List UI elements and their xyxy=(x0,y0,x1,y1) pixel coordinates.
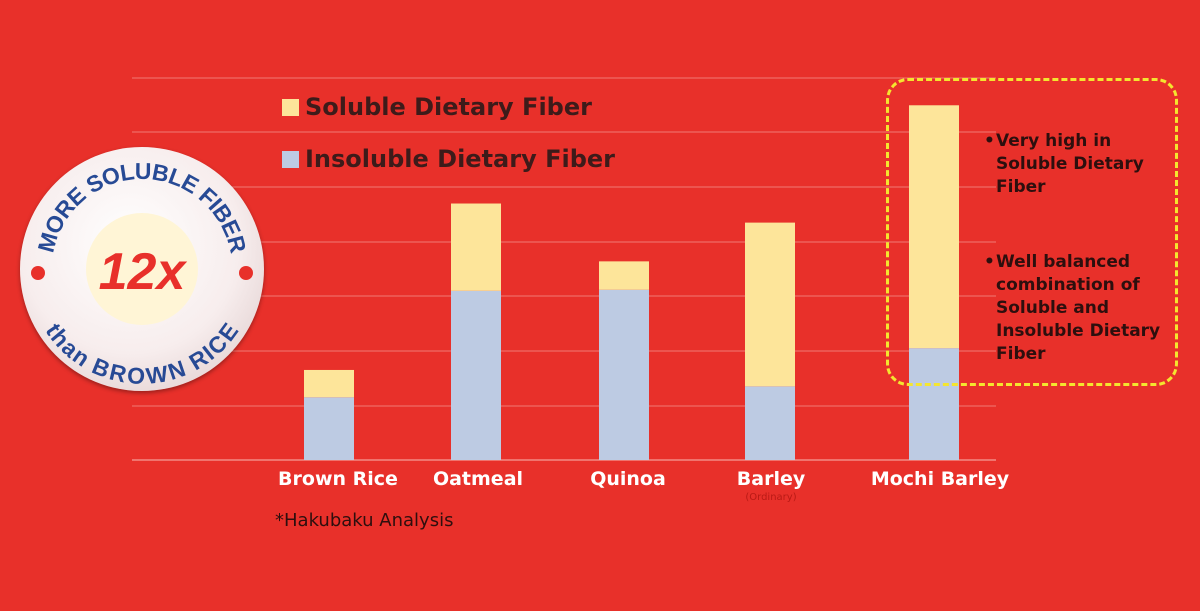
footnote: *Hakubaku Analysis xyxy=(275,510,454,531)
bar-insoluble-barley-ordinary xyxy=(745,386,795,460)
badge-bottom-text: than BROWN RICE xyxy=(41,318,243,389)
badge-graphic: MORE SOLUBLE FIBER than BROWN RICE 12x xyxy=(31,158,253,389)
x-tick-label-quinoa: Quinoa xyxy=(590,468,666,490)
fiber-comparison-badge: MORE SOLUBLE FIBER than BROWN RICE 12x xyxy=(20,147,264,391)
bar-insoluble-quinoa xyxy=(599,289,649,460)
mochi-barley-highlight-box xyxy=(886,78,1178,386)
legend-item-insoluble: Insoluble Dietary Fiber xyxy=(282,144,615,174)
bullet-icon: • xyxy=(984,252,995,272)
badge-multiplier: 12x xyxy=(99,243,188,301)
bar-soluble-mochi-barley xyxy=(909,105,959,349)
legend-swatch-soluble xyxy=(282,98,299,116)
x-tick-sublabel-barley: (Ordinary) xyxy=(745,492,797,503)
bar-soluble-barley-ordinary xyxy=(745,222,795,387)
x-tick-label-mochi-barley: Mochi Barley xyxy=(870,468,1010,490)
x-tick-label-barley: Barley xyxy=(736,468,806,490)
legend-swatch-insoluble xyxy=(282,150,299,168)
note-high-soluble: • Very high in Soluble Dietary Fiber xyxy=(984,130,1186,199)
bar-soluble-quinoa xyxy=(599,261,649,290)
x-tick-label-brown-rice: Brown Rice xyxy=(278,468,398,490)
note-text: Very high in Soluble Dietary Fiber xyxy=(996,131,1144,197)
bullet-icon: • xyxy=(984,131,995,151)
note-balanced: • Well balanced combination of Soluble a… xyxy=(984,251,1186,366)
bar-insoluble-oatmeal xyxy=(451,290,501,460)
bar-insoluble-mochi-barley xyxy=(909,348,959,460)
legend-label-insoluble: Insoluble Dietary Fiber xyxy=(305,145,615,173)
badge-dot-left-icon xyxy=(31,266,45,280)
bar-insoluble-brown-rice xyxy=(304,397,354,460)
x-tick-label-oatmeal: Oatmeal xyxy=(432,468,524,490)
legend-item-soluble: Soluble Dietary Fiber xyxy=(282,92,615,122)
badge-center-disc xyxy=(86,213,198,325)
badge-dot-right-icon xyxy=(239,266,253,280)
bar-soluble-oatmeal xyxy=(451,203,501,291)
bar-soluble-brown-rice xyxy=(304,369,354,398)
legend-label-soluble: Soluble Dietary Fiber xyxy=(305,93,592,121)
chart-legend: Soluble Dietary Fiber Insoluble Dietary … xyxy=(282,92,615,196)
note-text: Well balanced combination of Soluble and… xyxy=(996,252,1161,364)
